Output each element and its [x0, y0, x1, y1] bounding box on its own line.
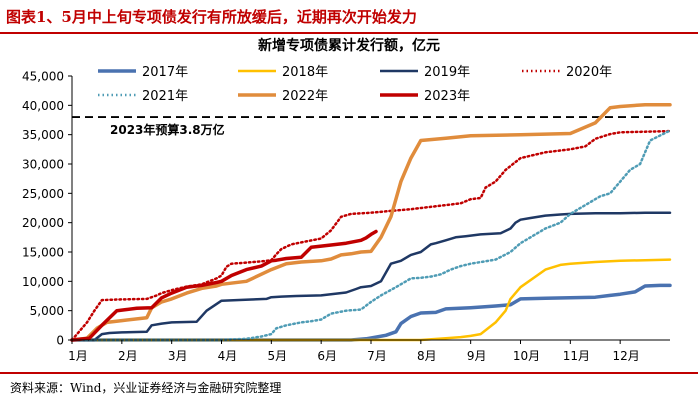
- legend-label-2019: 2019年: [424, 65, 470, 80]
- budget-label: 2023年预算3.8万亿: [110, 122, 225, 137]
- x-tick-label: 6月: [317, 349, 337, 363]
- y-tick-label: 15,000: [22, 246, 64, 260]
- source-rule: [0, 372, 698, 374]
- x-tick-label: 11月: [563, 349, 590, 363]
- x-tick-label: 1月: [68, 349, 88, 363]
- x-tick-label: 3月: [168, 349, 188, 363]
- y-tick-label: 5,000: [30, 304, 64, 318]
- series-lines: [70, 102, 672, 342]
- x-tick-label: 5月: [268, 349, 288, 363]
- y-tick-label: 0: [56, 334, 64, 348]
- series-line-2019: [70, 211, 672, 342]
- y-tick-label: 30,000: [22, 158, 64, 172]
- y-tick-label: 25,000: [22, 187, 64, 201]
- x-tick-label: 7月: [367, 349, 387, 363]
- y-tick-label: 10,000: [22, 275, 64, 289]
- cumulative-issuance-chart: 新增专项债累计发行额，亿元 2023年预算3.8万亿 0 5,000 10,000 1…: [22, 37, 672, 363]
- y-tick-label: 20,000: [22, 216, 64, 230]
- legend-label-2021: 2021年: [142, 89, 188, 104]
- legend-label-2020: 2020年: [566, 65, 612, 80]
- legend: 2017年 2018年 2019年 2020年 2021年 2022年 2023年: [98, 65, 612, 104]
- x-tick-label: 2月: [118, 349, 138, 363]
- legend-label-2022: 2022年: [282, 89, 328, 104]
- x-tick-label: 8月: [417, 349, 437, 363]
- series-line-2022: [70, 102, 672, 342]
- x-tick-label: 4月: [218, 349, 238, 363]
- y-tick-label: 45,000: [22, 70, 64, 84]
- legend-label-2023: 2023年: [424, 89, 470, 104]
- legend-label-2018: 2018年: [282, 65, 328, 80]
- axes: 0 5,000 10,000 15,000 20,000 25,000 30,000 35,0…: [22, 70, 670, 363]
- series-line-2020: [70, 129, 672, 342]
- figure-title: 图表1、5月中上旬专项债发行有所放缓后，近期再次开始发力: [6, 8, 417, 26]
- y-tick-label: 40,000: [22, 99, 64, 113]
- x-tick-label: 9月: [467, 349, 487, 363]
- series-line-2018: [70, 258, 672, 342]
- y-tick-label: 35,000: [22, 128, 64, 142]
- legend-label-2017: 2017年: [142, 65, 188, 80]
- title-rule: [0, 32, 698, 34]
- series-line-2017: [70, 283, 672, 342]
- chart-title: 新增专项债累计发行额，亿元: [258, 37, 440, 54]
- x-tick-label: 10月: [513, 349, 540, 363]
- series-line-2023: [70, 229, 378, 342]
- source-note: 资料来源：Wind，兴业证券经济与金融研究院整理: [10, 381, 282, 395]
- x-tick-label: 12月: [613, 349, 640, 363]
- budget-reference: 2023年预算3.8万亿: [72, 116, 670, 137]
- series-line-2021: [70, 129, 672, 342]
